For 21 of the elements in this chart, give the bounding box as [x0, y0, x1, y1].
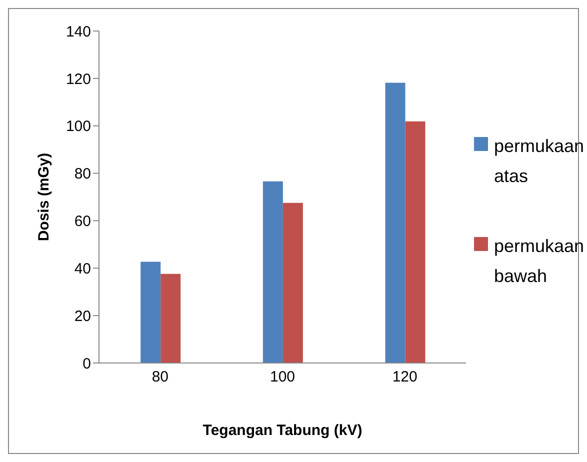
x-axis-title: Tegangan Tabung (kV) [202, 422, 362, 439]
legend-label: permukaan bawah [494, 235, 584, 288]
x-tick-label: 120 [392, 368, 418, 386]
bar [405, 121, 426, 363]
y-tick-label: 20 [74, 308, 91, 325]
y-tick-label: 100 [66, 118, 91, 136]
y-tick-label: 60 [74, 213, 91, 230]
bar [282, 202, 303, 363]
bar [385, 82, 406, 363]
y-tick-label: 80 [74, 166, 91, 183]
y-tick-label: 140 [66, 23, 91, 40]
y-tick-label: 40 [74, 260, 91, 278]
x-tick-label: 100 [270, 368, 296, 386]
y-tick-label: 120 [66, 70, 91, 88]
y-tick-label: 0 [82, 355, 91, 372]
legend-label: permukaan atas [494, 135, 584, 188]
bar [262, 181, 283, 363]
y-axis-title: Dosis (mGy) [35, 152, 52, 242]
bar [160, 274, 181, 363]
bar [140, 262, 161, 363]
x-tick-label: 80 [152, 368, 169, 386]
